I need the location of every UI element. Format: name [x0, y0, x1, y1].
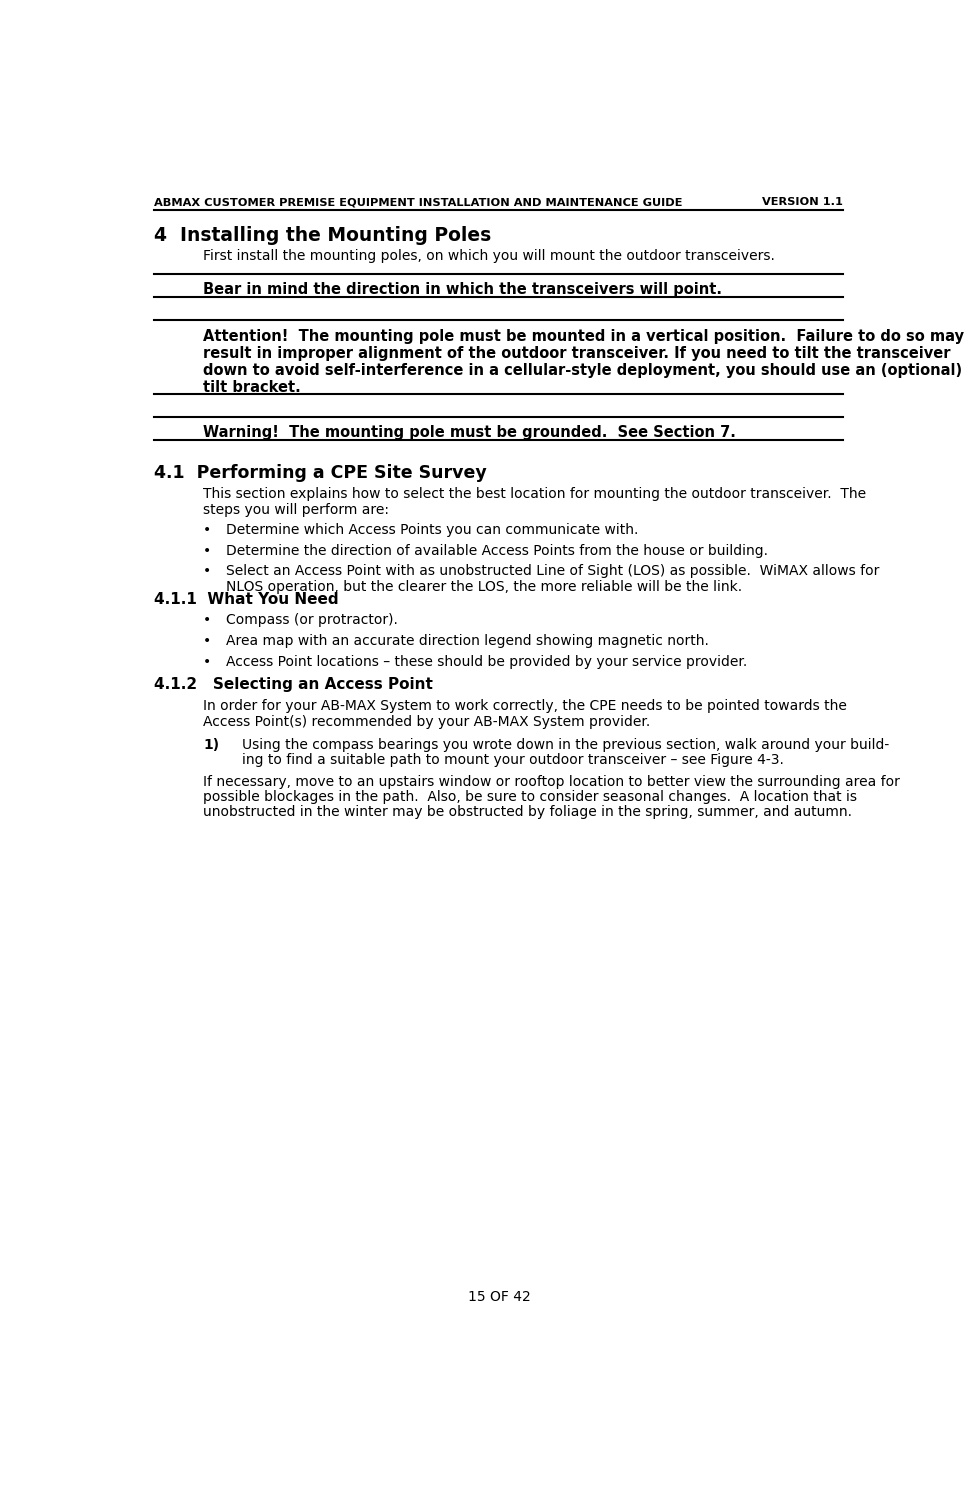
Text: Access Point(s) recommended by your AB-MAX System provider.: Access Point(s) recommended by your AB-M… [203, 715, 650, 730]
Text: •: • [203, 613, 212, 626]
Text: If necessary, move to an upstairs window or rooftop location to better view the : If necessary, move to an upstairs window… [203, 775, 900, 789]
Text: ing to find a suitable path to mount your outdoor transceiver – see Figure 4-3.: ing to find a suitable path to mount you… [242, 753, 784, 768]
Text: 4  Installing the Mounting Poles: 4 Installing the Mounting Poles [154, 225, 491, 245]
Text: 4.1.1  What You Need: 4.1.1 What You Need [154, 592, 339, 607]
Text: Using the compass bearings you wrote down in the previous section, walk around y: Using the compass bearings you wrote dow… [242, 737, 889, 751]
Text: This section explains how to select the best location for mounting the outdoor t: This section explains how to select the … [203, 487, 867, 500]
Text: Determine the direction of available Access Points from the house or building.: Determine the direction of available Acc… [226, 544, 768, 557]
Text: possible blockages in the path.  Also, be sure to consider seasonal changes.  A : possible blockages in the path. Also, be… [203, 790, 857, 804]
Text: •: • [203, 523, 212, 536]
Text: •: • [203, 655, 212, 668]
Text: •: • [203, 544, 212, 557]
Text: result in improper alignment of the outdoor transceiver. If you need to tilt the: result in improper alignment of the outd… [203, 345, 951, 360]
Text: steps you will perform are:: steps you will perform are: [203, 503, 389, 517]
Text: 15 OF 42: 15 OF 42 [468, 1290, 531, 1304]
Text: Warning!  The mounting pole must be grounded.  See Section 7.: Warning! The mounting pole must be groun… [203, 425, 736, 440]
Text: Determine which Access Points you can communicate with.: Determine which Access Points you can co… [226, 523, 639, 536]
Text: Area map with an accurate direction legend showing magnetic north.: Area map with an accurate direction lege… [226, 634, 710, 647]
Text: Select an Access Point with as unobstructed Line of Sight (LOS) as possible.  Wi: Select an Access Point with as unobstruc… [226, 565, 879, 578]
Text: ABMAX CUSTOMER PREMISE EQUIPMENT INSTALLATION AND MAINTENANCE GUIDE: ABMAX CUSTOMER PREMISE EQUIPMENT INSTALL… [154, 197, 682, 207]
Text: 4.1  Performing a CPE Site Survey: 4.1 Performing a CPE Site Survey [154, 464, 488, 482]
Text: In order for your AB-MAX System to work correctly, the CPE needs to be pointed t: In order for your AB-MAX System to work … [203, 700, 847, 713]
Text: tilt bracket.: tilt bracket. [203, 380, 301, 395]
Text: NLOS operation, but the clearer the LOS, the more reliable will be the link.: NLOS operation, but the clearer the LOS,… [226, 580, 743, 593]
Text: •: • [203, 565, 212, 578]
Text: Compass (or protractor).: Compass (or protractor). [226, 613, 399, 626]
Text: VERSION 1.1: VERSION 1.1 [761, 197, 842, 207]
Text: 4.1.2   Selecting an Access Point: 4.1.2 Selecting an Access Point [154, 677, 433, 692]
Text: down to avoid self-interference in a cellular-style deployment, you should use a: down to avoid self-interference in a cel… [203, 362, 962, 377]
Text: Access Point locations – these should be provided by your service provider.: Access Point locations – these should be… [226, 655, 748, 668]
Text: First install the mounting poles, on which you will mount the outdoor transceive: First install the mounting poles, on whi… [203, 249, 775, 263]
Text: 1): 1) [203, 737, 219, 751]
Text: •: • [203, 634, 212, 647]
Text: unobstructed in the winter may be obstructed by foliage in the spring, summer, a: unobstructed in the winter may be obstru… [203, 805, 852, 820]
Text: Bear in mind the direction in which the transceivers will point.: Bear in mind the direction in which the … [203, 282, 722, 297]
Text: Attention!  The mounting pole must be mounted in a vertical position.  Failure t: Attention! The mounting pole must be mou… [203, 329, 964, 344]
